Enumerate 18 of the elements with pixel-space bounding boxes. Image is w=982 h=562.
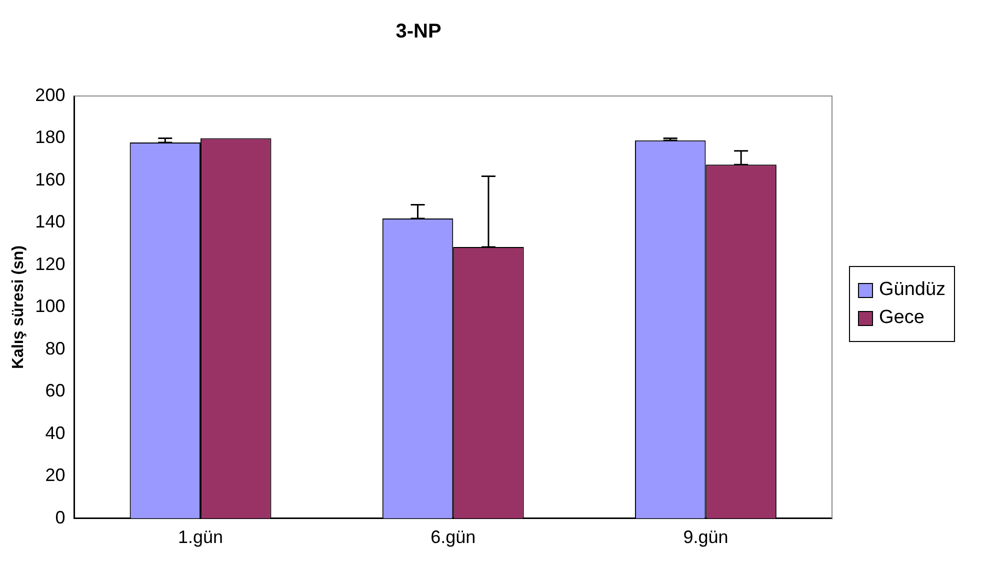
y-tick-label: 200 — [35, 84, 66, 105]
y-tick-label: 120 — [35, 254, 66, 274]
y-tick-label: 20 — [45, 465, 66, 486]
y-tick-label: 80 — [45, 338, 66, 358]
x-tick-label: 1.gün — [178, 527, 224, 548]
y-tick-label: 60 — [45, 380, 66, 401]
chart-title: 3-NP — [396, 20, 442, 43]
y-tick-label: 0 — [55, 507, 66, 528]
x-tick-label: 6.gün — [430, 527, 476, 548]
legend-label: Gündüz — [879, 279, 946, 301]
legend-label: Gece — [879, 307, 924, 329]
y-axis-title: Kalış süresi (sn) — [10, 245, 28, 370]
y-tick-label: 180 — [35, 127, 66, 148]
y-tick-label: 140 — [35, 212, 66, 232]
y-tick-label: 100 — [35, 296, 66, 316]
x-tick-label: 9.gün — [683, 527, 728, 548]
y-tick-label: 40 — [45, 422, 66, 443]
y-tick-label: 160 — [35, 169, 66, 190]
